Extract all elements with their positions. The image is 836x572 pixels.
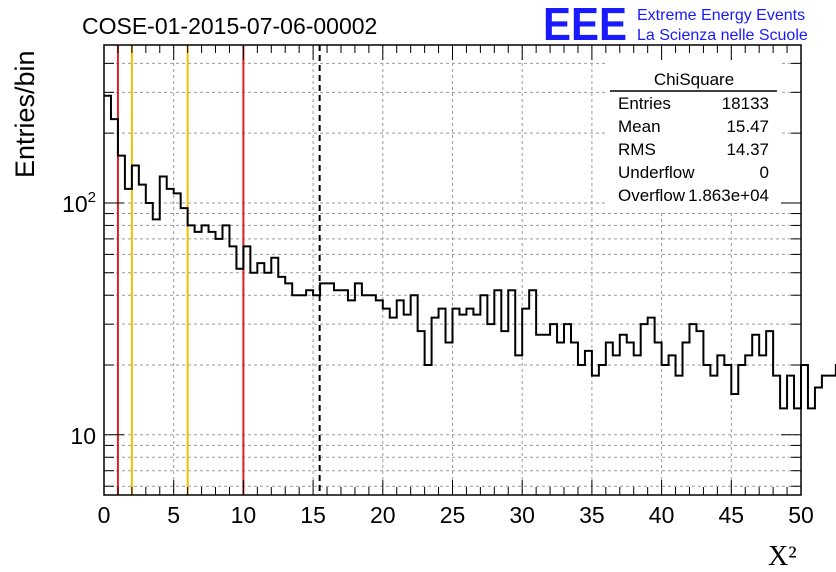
stats-box-background (608, 62, 780, 212)
y-tick-label: 102 (62, 189, 96, 217)
stats-row-label: Entries (618, 94, 671, 113)
stats-row-value: 0 (760, 163, 769, 182)
x-tick-label: 50 (788, 502, 814, 528)
stats-row-value: 1.863e+04 (688, 186, 769, 205)
stats-row-value: 14.37 (726, 140, 769, 159)
y-axis-label: Entries/bin (10, 50, 40, 178)
eee-logo: EEE Extreme Energy Events La Scienza nel… (543, 0, 808, 50)
stats-box: ChiSquare Entries 18133 Mean 15.47 RMS 14.37 U… (608, 62, 780, 212)
x-tick-label: 35 (579, 502, 605, 528)
x-tick-label: 25 (440, 502, 466, 528)
x-tick-label: 45 (719, 502, 745, 528)
logo-line1: Extreme Energy Events (637, 7, 805, 24)
logo-line2: La Scienza nelle Scuole (637, 27, 808, 44)
stats-box-name: ChiSquare (654, 70, 734, 89)
stats-row-label: RMS (618, 140, 656, 159)
x-axis-label: X² (768, 541, 797, 572)
x-tick-label: 30 (509, 502, 535, 528)
x-tick-label: 5 (167, 502, 180, 528)
axis-ticks (103, 45, 802, 495)
x-tick-labels: 0 5 10 15 20 25 30 35 40 45 50 (98, 502, 814, 528)
stats-row-value: 15.47 (726, 117, 769, 136)
x-tick-label: 20 (370, 502, 396, 528)
y-tick-labels: 10 102 (62, 189, 96, 449)
x-tick-label: 15 (300, 502, 326, 528)
y-tick-label: 10 (70, 423, 96, 449)
logo-mark: EEE (543, 0, 627, 50)
stats-box-rows: Entries 18133 Mean 15.47 RMS 14.37 Underflow 0 O… (618, 94, 769, 205)
x-tick-label: 10 (231, 502, 257, 528)
stats-row-label: Underflow (618, 163, 695, 182)
stats-row-label: Overflow (618, 186, 686, 205)
stats-row-label: Mean (618, 117, 661, 136)
stats-row-value: 18133 (722, 94, 769, 113)
chart-title: COSE-01-2015-07-06-00002 (82, 13, 377, 39)
reference-lines (116, 45, 321, 495)
x-tick-label: 0 (98, 502, 111, 528)
x-tick-label: 40 (649, 502, 675, 528)
